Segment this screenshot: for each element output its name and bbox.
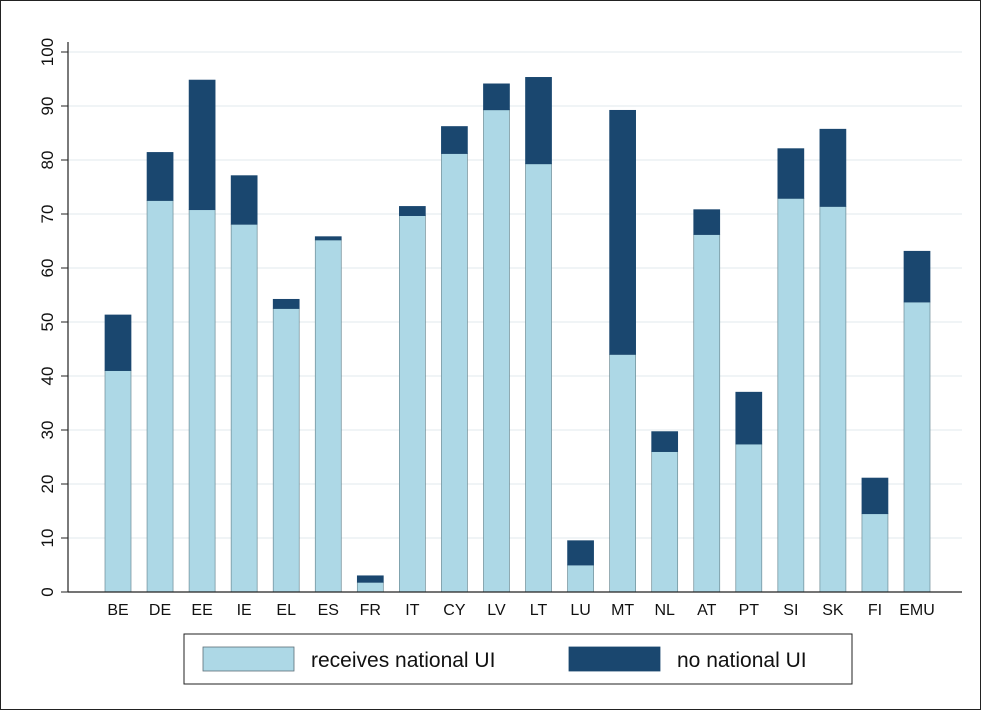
plot-region [68, 1, 962, 601]
bar-no-ui-pt [735, 391, 763, 445]
bar-receives-lu [567, 564, 594, 593]
x-tick-label: PT [739, 602, 760, 619]
bar-receives-sk [819, 206, 847, 593]
bar-no-ui-fr [356, 575, 384, 583]
bar-no-ui-lv [483, 83, 510, 111]
bar-no-ui-de [146, 152, 174, 201]
bar-receives-ie [230, 223, 258, 593]
x-tick-label: MT [611, 602, 634, 619]
bar-receives-si [777, 197, 805, 593]
bars [104, 77, 931, 593]
bar-receives-nl [651, 451, 679, 593]
x-tick-label: AT [697, 602, 716, 619]
x-tick-label: IT [405, 602, 419, 619]
bar-no-ui-cy [441, 126, 468, 154]
bar-receives-el [272, 308, 300, 593]
bar-no-ui-ie [230, 175, 258, 225]
x-tick-label: EE [191, 602, 212, 619]
y-tick-label: 70 [38, 205, 57, 224]
y-tick-label: 10 [38, 529, 57, 548]
bar-no-ui-sk [819, 128, 847, 207]
y-tick-label: 80 [38, 151, 57, 170]
bar-no-ui-at [693, 209, 721, 235]
x-tick-label: FI [868, 602, 882, 619]
bar-no-ui-nl [651, 431, 679, 452]
x-tick-label: SI [783, 602, 798, 619]
y-tick-label: 50 [38, 313, 57, 332]
legend-label-no: no national UI [677, 649, 807, 672]
x-tick-label: NL [654, 602, 675, 619]
bar-receives-emu [903, 301, 931, 593]
x-axis: BE DE EE IE EL ES FR IT CY LV LT LU MT NL AT PT SI SK FI EM… [68, 591, 962, 619]
gridlines [68, 51, 962, 539]
x-tick-label: LT [530, 602, 548, 619]
bar-receives-lt [525, 163, 552, 593]
bar-no-ui-si [777, 148, 805, 199]
y-tick-label: 90 [38, 97, 57, 116]
bar-receives-fr [356, 581, 384, 593]
bar-receives-it [399, 215, 426, 593]
y-tick-label: 100 [38, 38, 57, 66]
bar-receives-be [104, 370, 132, 593]
x-tick-label: IE [237, 602, 252, 619]
legend-label-receives: receives national UI [311, 649, 495, 672]
bar-receives-cy [441, 153, 468, 593]
bar-receives-de [146, 200, 174, 593]
bar-no-ui-lt [525, 77, 552, 165]
legend-box [183, 633, 853, 685]
legend-swatch-receives [202, 646, 295, 672]
bar-no-ui-fi [861, 477, 889, 515]
x-tick-label: DE [149, 602, 171, 619]
bar-receives-lv [483, 109, 510, 593]
y-axis: 0 10 20 30 40 50 60 70 80 90 100 [38, 38, 69, 597]
bar-no-ui-mt [609, 109, 636, 355]
bar-receives-ee [188, 209, 216, 593]
x-tick-label: BE [107, 602, 128, 619]
bar-no-ui-es [314, 236, 342, 241]
bar-no-ui-el [272, 298, 300, 309]
legend-swatch-no [568, 646, 661, 672]
bar-receives-at [693, 234, 721, 593]
bar-no-ui-it [399, 206, 426, 216]
x-tick-label: EL [276, 602, 296, 619]
bar-no-ui-ee [188, 79, 216, 211]
y-tick-label: 40 [38, 367, 57, 386]
bar-no-ui-emu [903, 250, 931, 303]
legend: receives national UI no national UI [183, 633, 853, 685]
y-tick-label: 30 [38, 421, 57, 440]
x-tick-label: EMU [899, 602, 935, 619]
x-tick-label: LU [570, 602, 590, 619]
bar-receives-fi [861, 513, 889, 593]
bar-receives-mt [609, 354, 636, 593]
x-tick-label: FR [360, 602, 381, 619]
y-tick-label: 0 [38, 587, 57, 596]
bar-receives-es [314, 239, 342, 593]
bar-receives-pt [735, 443, 763, 593]
x-tick-label: SK [822, 602, 844, 619]
x-tick-label: CY [443, 602, 466, 619]
bar-no-ui-lu [567, 540, 594, 566]
x-tick-label: ES [318, 602, 339, 619]
bar-no-ui-be [104, 314, 132, 371]
x-tick-label: LV [487, 602, 506, 619]
y-tick-label: 20 [38, 475, 57, 494]
y-tick-label: 60 [38, 259, 57, 278]
